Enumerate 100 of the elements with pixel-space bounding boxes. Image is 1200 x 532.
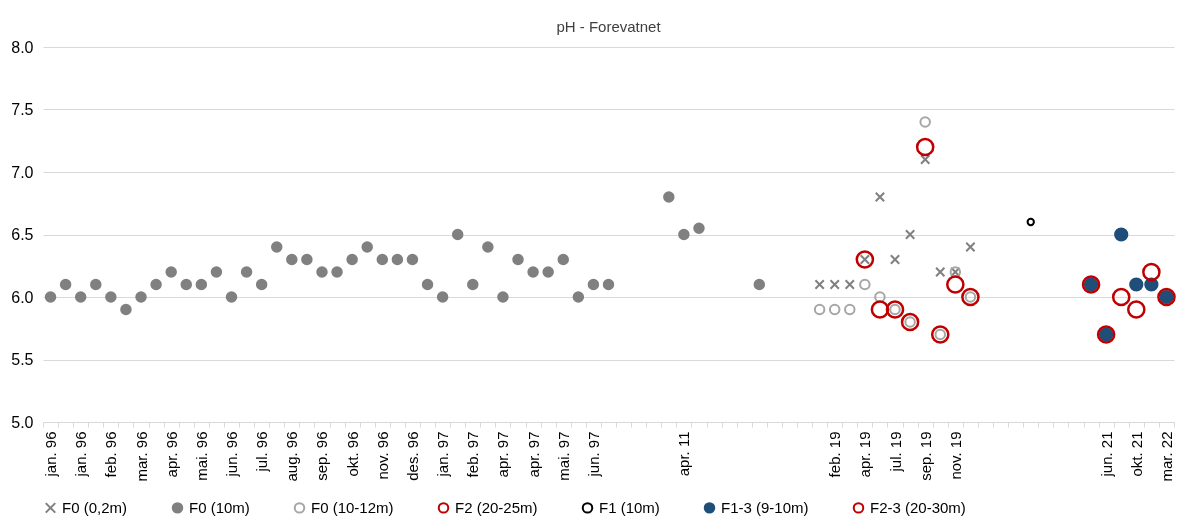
y-tick-label: 5.5 — [11, 351, 34, 368]
point — [331, 266, 343, 278]
point — [889, 254, 901, 265]
y-tick-label: 6.0 — [11, 288, 34, 306]
point — [286, 253, 298, 266]
point — [572, 291, 585, 303]
point — [346, 253, 358, 266]
point — [482, 241, 494, 253]
legend-label: F1 (10m) — [599, 498, 660, 516]
point — [150, 278, 162, 291]
point — [844, 279, 855, 290]
point — [59, 278, 72, 291]
point — [1126, 300, 1146, 319]
point — [467, 278, 479, 291]
point — [870, 300, 890, 319]
point — [602, 278, 615, 291]
chart-title: pH - Forevatnet — [556, 18, 662, 35]
point — [935, 266, 946, 278]
x-tick-label: jun. 96 — [223, 431, 240, 478]
x-tick-label: apr. 11 — [675, 431, 693, 477]
x-tick-label: okt. 21 — [1127, 431, 1145, 477]
point — [451, 228, 464, 241]
point — [135, 291, 147, 303]
x-tick-label: apr. 19 — [856, 431, 874, 478]
point — [497, 291, 509, 303]
point — [961, 287, 980, 307]
point — [915, 137, 935, 157]
point — [180, 278, 192, 291]
point — [195, 278, 208, 291]
x-tick-label: apr. 97 — [494, 431, 512, 478]
x-tick-label: apr. 97 — [524, 431, 542, 478]
x-tick-label: aug. 96 — [283, 431, 301, 482]
point — [361, 241, 373, 253]
point — [753, 278, 766, 291]
point — [225, 291, 238, 303]
x-tick-label: mai. 97 — [554, 431, 572, 481]
point — [814, 279, 825, 290]
x-tick-label: des. 96 — [403, 431, 421, 481]
point — [391, 253, 404, 266]
point — [1114, 227, 1129, 242]
x-tick-label: nov. 19 — [946, 431, 964, 480]
legend-label: F1-3 (9-10m) — [721, 498, 809, 516]
x-tick-label: jan. 96 — [72, 431, 90, 478]
point — [44, 291, 57, 303]
x-tick-label: feb. 96 — [102, 431, 120, 478]
x-tick-label: feb. 19 — [826, 431, 844, 478]
point — [436, 291, 449, 303]
x-tick-label: sep. 96 — [313, 431, 331, 481]
point — [965, 241, 976, 253]
point — [271, 241, 283, 253]
x-tick-label: mar. 96 — [132, 431, 150, 482]
x-tick-label: jun. 21 — [1097, 431, 1115, 478]
legend-label: F0 (0,2m) — [62, 498, 128, 516]
point — [1129, 277, 1144, 292]
point — [1111, 287, 1131, 307]
point — [813, 303, 826, 316]
point — [1142, 262, 1161, 282]
point — [527, 266, 539, 278]
point — [542, 266, 554, 278]
point — [1026, 217, 1035, 227]
legend-label: F2-3 (20-30m) — [870, 498, 966, 516]
point — [829, 279, 840, 290]
point — [421, 278, 434, 291]
point — [376, 253, 389, 266]
point — [90, 278, 102, 291]
point — [557, 253, 569, 266]
point — [663, 191, 675, 203]
point — [855, 250, 875, 269]
point — [874, 291, 886, 303]
x-tick-label: mai. 96 — [192, 431, 210, 481]
y-tick-label: 8.0 — [11, 38, 34, 56]
x-tick-label: jan. 96 — [42, 431, 60, 478]
point — [678, 228, 690, 241]
point — [512, 253, 524, 266]
point — [693, 222, 705, 234]
point — [844, 303, 856, 316]
point — [904, 229, 916, 240]
y-tick-label: 7.0 — [11, 163, 34, 181]
point — [255, 278, 268, 291]
legend-label: F0 (10-12m) — [311, 498, 394, 516]
point — [316, 266, 328, 278]
point — [874, 191, 886, 203]
point — [165, 266, 177, 278]
y-tick-label: 7.5 — [11, 101, 34, 118]
point — [105, 291, 117, 303]
y-tick-label: 6.5 — [11, 226, 34, 243]
legend-label: F2 (20-25m) — [455, 498, 538, 516]
x-tick-label: mar. 22 — [1157, 431, 1175, 482]
x-tick-label: jun. 97 — [584, 431, 602, 478]
point — [828, 303, 841, 316]
point — [885, 300, 905, 319]
x-tick-label: nov. 96 — [373, 431, 391, 480]
x-tick-label: apr. 96 — [162, 431, 180, 478]
x-tick-label: feb. 97 — [464, 431, 482, 478]
point — [74, 291, 87, 303]
point — [120, 303, 132, 316]
point — [930, 325, 950, 344]
point — [301, 253, 313, 266]
x-tick-label: okt. 96 — [343, 431, 361, 477]
point — [920, 154, 931, 165]
